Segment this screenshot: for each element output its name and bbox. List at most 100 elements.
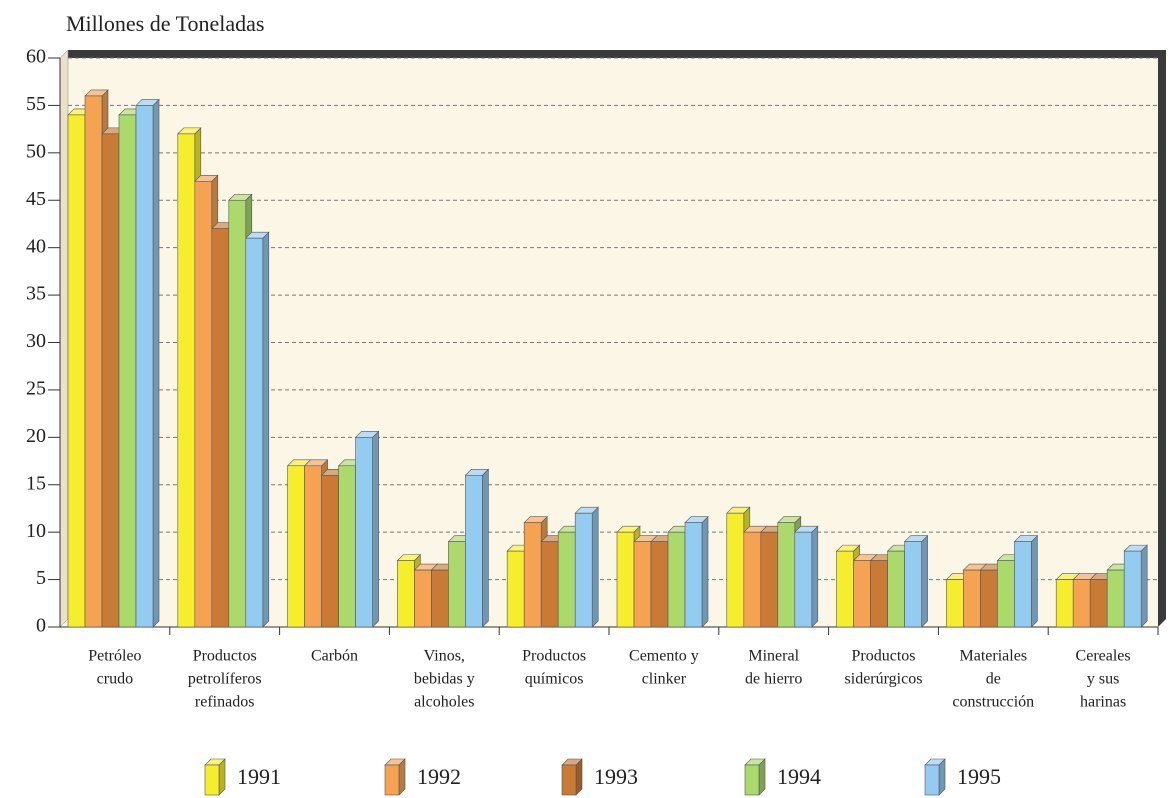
x-tick-label: siderúrgicos <box>845 671 923 688</box>
x-tick-label: clinker <box>642 671 687 688</box>
bar <box>287 465 305 628</box>
bar <box>980 569 998 628</box>
x-tick-label: Cemento y <box>629 648 699 665</box>
bar <box>616 531 635 628</box>
y-tick-label: 0 <box>36 615 46 637</box>
bar <box>67 114 86 628</box>
bar <box>321 474 339 628</box>
bar <box>1072 579 1091 628</box>
x-tick-label: Productos <box>522 648 586 665</box>
bar <box>448 541 466 628</box>
legend-label: 1991 <box>237 764 281 789</box>
bar <box>414 569 432 628</box>
bar <box>338 465 356 628</box>
bar-side <box>921 534 928 628</box>
x-tick-label: crudo <box>97 671 133 688</box>
x-tick-label: de <box>986 671 1001 688</box>
y-tick-label: 50 <box>26 140 46 162</box>
bar <box>684 522 703 628</box>
y-tick-label: 30 <box>26 330 46 352</box>
legend-label: 1992 <box>417 764 461 789</box>
bar <box>760 531 779 628</box>
bar <box>870 560 888 628</box>
bar <box>211 228 230 628</box>
bar <box>726 512 745 628</box>
bar <box>574 512 593 628</box>
bar <box>194 180 213 628</box>
bar-side <box>811 525 819 628</box>
x-tick-label: y sus <box>1087 671 1119 688</box>
bar-side <box>701 515 709 628</box>
bar <box>465 474 483 628</box>
bar <box>1123 550 1142 628</box>
x-tick-label: Productos <box>193 648 257 665</box>
legend-swatch <box>744 764 760 796</box>
bar <box>506 550 525 628</box>
bar <box>853 560 871 628</box>
bar <box>304 465 322 628</box>
bar-side <box>1140 544 1148 628</box>
bar <box>1089 579 1108 628</box>
bar <box>963 569 981 628</box>
bar <box>904 541 922 628</box>
bar <box>743 531 762 628</box>
x-tick-label: bebidas y <box>414 671 475 688</box>
bar <box>355 437 373 628</box>
x-tick-label: harinas <box>1080 694 1126 711</box>
bar-side <box>482 468 489 628</box>
bar <box>1106 569 1125 628</box>
bar <box>946 579 964 628</box>
x-tick-label: Mineral <box>748 648 799 665</box>
y-tick-label: 45 <box>26 188 46 210</box>
bar <box>836 550 854 628</box>
bar-side <box>262 231 270 628</box>
y-tick-label: 55 <box>26 93 46 115</box>
x-tick-label: de hierro <box>745 671 802 688</box>
legend-swatch <box>561 764 577 796</box>
bar <box>633 541 652 628</box>
bar <box>228 199 247 628</box>
bar <box>431 569 449 628</box>
bar-side <box>591 506 599 628</box>
bar <box>777 522 796 628</box>
x-tick-label: químicos <box>525 671 584 688</box>
bar <box>887 550 905 628</box>
chart-title: Millones de Toneladas <box>66 11 264 36</box>
x-tick-label: petrolíferos <box>188 671 262 688</box>
bar <box>523 522 542 628</box>
y-tick-label: 15 <box>26 472 46 494</box>
x-tick-label: refinados <box>195 694 255 711</box>
bar <box>101 133 120 628</box>
bar <box>997 560 1015 628</box>
bar <box>118 114 137 628</box>
y-tick-label: 35 <box>26 283 46 305</box>
x-tick-label: Vinos, <box>424 648 465 665</box>
legend-swatch <box>924 764 940 796</box>
y-tick-label: 5 <box>36 567 46 589</box>
x-tick-label: alcoholes <box>414 694 474 711</box>
bar-side <box>1031 534 1038 628</box>
bar-side <box>152 98 160 628</box>
x-tick-label: construcción <box>952 694 1034 711</box>
bar <box>245 237 264 628</box>
y-tick-label: 20 <box>26 425 46 447</box>
legend-swatch <box>384 764 400 796</box>
bar <box>177 133 196 628</box>
y-tick-label: 40 <box>26 235 46 257</box>
bar <box>135 105 154 628</box>
bar <box>397 560 415 628</box>
bar-side <box>372 430 379 628</box>
legend-label: 1994 <box>777 764 821 789</box>
x-tick-label: Productos <box>852 648 916 665</box>
bar <box>667 531 686 628</box>
bar <box>1055 579 1074 628</box>
y-tick-label: 25 <box>26 378 46 400</box>
bar <box>1014 541 1032 628</box>
legend-label: 1995 <box>957 764 1001 789</box>
x-tick-label: Petróleo <box>88 648 141 665</box>
x-tick-label: Cereales <box>1076 648 1131 665</box>
bar <box>540 541 559 628</box>
y-tick-label: 60 <box>26 46 46 68</box>
plot-side <box>59 49 69 628</box>
